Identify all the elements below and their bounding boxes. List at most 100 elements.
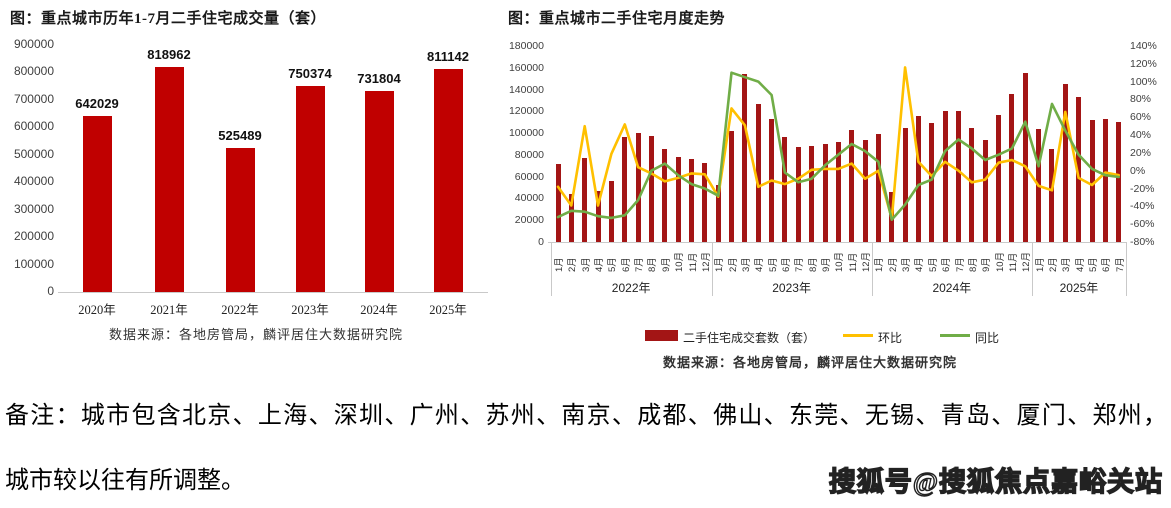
annual-bar — [225, 147, 255, 292]
monthly-bar — [889, 191, 895, 242]
annual-x-category-label: 2021年 — [150, 303, 188, 317]
monthly-bar — [915, 115, 921, 242]
right-chart-legend: 二手住宅成交套数（套） 环比 同比 — [500, 325, 1171, 347]
month-axis-label: 11月 — [1007, 252, 1019, 272]
month-axis-label: 12月 — [700, 251, 712, 272]
left-chart-source: 数据来源：各地房管局，麟评居住大数据研究院 — [108, 327, 403, 342]
monthly-bar — [689, 159, 694, 242]
month-axis-label: 3月 — [740, 257, 752, 272]
footnote-line-1: 备注：城市包含北京、上海、深圳、广州、苏州、南京、成都、佛山、东莞、无锡、青岛、… — [5, 403, 1167, 429]
monthly-bar — [835, 141, 841, 242]
month-axis-label: 3月 — [580, 257, 592, 272]
month-axis-label: 5月 — [767, 257, 779, 272]
month-axis-label: 12月 — [861, 251, 873, 272]
annual-bar — [295, 86, 325, 292]
month-axis-label: 5月 — [1088, 257, 1099, 272]
month-axis-label: 4月 — [594, 257, 606, 272]
year-separator — [1031, 242, 1033, 296]
right-chart-left-axis-tick: 180000 — [508, 40, 544, 52]
right-chart-left-axis-tick: 40000 — [514, 192, 544, 205]
monthly-bar — [849, 129, 855, 242]
monthly-bar — [1116, 122, 1122, 242]
annual-bar — [154, 67, 184, 292]
monthly-bar — [996, 114, 1002, 242]
monthly-bar — [1022, 73, 1028, 242]
annual-bar-value-label: 811142 — [427, 49, 469, 65]
annual-x-category-label: 2025年 — [429, 303, 467, 317]
annual-bar-value-label: 642029 — [75, 95, 119, 111]
year-separator — [871, 242, 873, 296]
right-chart-left-axis-tick: 0 — [538, 236, 544, 248]
monthly-bar — [1062, 84, 1068, 242]
month-axis-label: 10月 — [674, 251, 686, 272]
right-chart-right-axis-tick: -60% — [1130, 218, 1155, 231]
monthly-bar — [982, 139, 988, 242]
month-axis-label: 2月 — [887, 257, 899, 272]
monthly-bar — [1076, 97, 1082, 242]
monthly-bar — [595, 190, 601, 242]
month-axis-label: 11月 — [847, 252, 859, 272]
monthly-bar — [1049, 149, 1055, 242]
month-axis-label: 5月 — [927, 257, 939, 272]
month-axis-label: 6月 — [780, 257, 792, 272]
year-group-label: 2025年 — [1059, 281, 1099, 295]
footnote-line-2: 城市较以往有所调整。 — [5, 468, 245, 494]
monthly-bar — [755, 103, 761, 242]
monthly-bar — [822, 144, 828, 242]
right-chart-left-axis-tick: 20000 — [514, 214, 544, 227]
month-axis-label: 1月 — [554, 257, 565, 272]
monthly-bar — [1089, 120, 1095, 242]
month-axis-label: 1月 — [874, 257, 886, 272]
bar-series-legend-label: 二手住宅成交套数（套） — [683, 331, 816, 345]
month-axis-label: 7月 — [634, 257, 646, 272]
month-axis-label: 6月 — [620, 257, 632, 272]
year-separator — [550, 242, 552, 296]
monthly-bar — [555, 163, 561, 242]
annual-x-category-label: 2024年 — [360, 303, 398, 317]
left-y-axis-tick: 300000 — [13, 201, 54, 216]
annual-bar-value-label: 750374 — [288, 66, 332, 82]
mom-legend-swatch — [843, 334, 873, 337]
left-y-axis-tick: 900000 — [13, 37, 54, 51]
monthly-bar — [582, 158, 588, 242]
month-axis-label: 8月 — [807, 257, 819, 272]
left-y-axis-tick: 700000 — [13, 91, 54, 106]
right-chart-left-axis-tick: 140000 — [508, 83, 544, 96]
year-group-label: 2022年 — [611, 281, 651, 295]
right-chart-left-axis-tick: 120000 — [508, 105, 544, 118]
right-chart-right-axis-tick: 0% — [1130, 164, 1146, 177]
monthly-bar — [1036, 128, 1042, 242]
month-axis-label: 2月 — [1047, 257, 1059, 272]
monthly-bar — [1102, 118, 1108, 242]
month-axis-label: 1月 — [1034, 257, 1046, 272]
annual-bar — [364, 91, 394, 292]
annual-bar-value-label: 818962 — [147, 47, 191, 63]
monthly-bar — [956, 111, 961, 242]
monthly-bar — [809, 146, 815, 242]
right-chart-right-axis-tick: -20% — [1130, 182, 1155, 195]
month-axis-label: 2月 — [567, 257, 579, 272]
annual-x-category-label: 2023年 — [291, 303, 329, 317]
right-chart-left-axis-tick: 80000 — [514, 148, 544, 161]
month-axis-label: 8月 — [967, 257, 979, 272]
month-axis-label: 10月 — [994, 251, 1006, 272]
right-chart-left-axis-tick: 160000 — [508, 61, 544, 74]
monthly-bar — [729, 130, 735, 242]
monthly-bar — [902, 127, 908, 242]
month-axis-label: 7月 — [794, 257, 806, 272]
right-chart-source: 数据来源：各地房管局，麟评居住大数据研究院 — [662, 355, 957, 370]
left-y-axis-tick: 800000 — [13, 64, 54, 79]
month-axis-label: 3月 — [901, 257, 913, 272]
month-axis-label: 9月 — [821, 257, 832, 272]
monthly-bar — [622, 137, 628, 242]
annual-bar — [82, 115, 112, 292]
right-chart-x-axis-line — [548, 242, 1126, 243]
monthly-bar — [875, 134, 881, 242]
month-axis-label: 11月 — [687, 252, 699, 272]
left-chart-title: 图：重点城市历年1-7月二手住宅成交量（套） — [10, 11, 326, 27]
left-y-axis-tick: 100000 — [13, 256, 54, 271]
monthly-bar — [862, 139, 868, 242]
monthly-bar — [662, 149, 668, 242]
year-group-label: 2024年 — [932, 281, 972, 295]
